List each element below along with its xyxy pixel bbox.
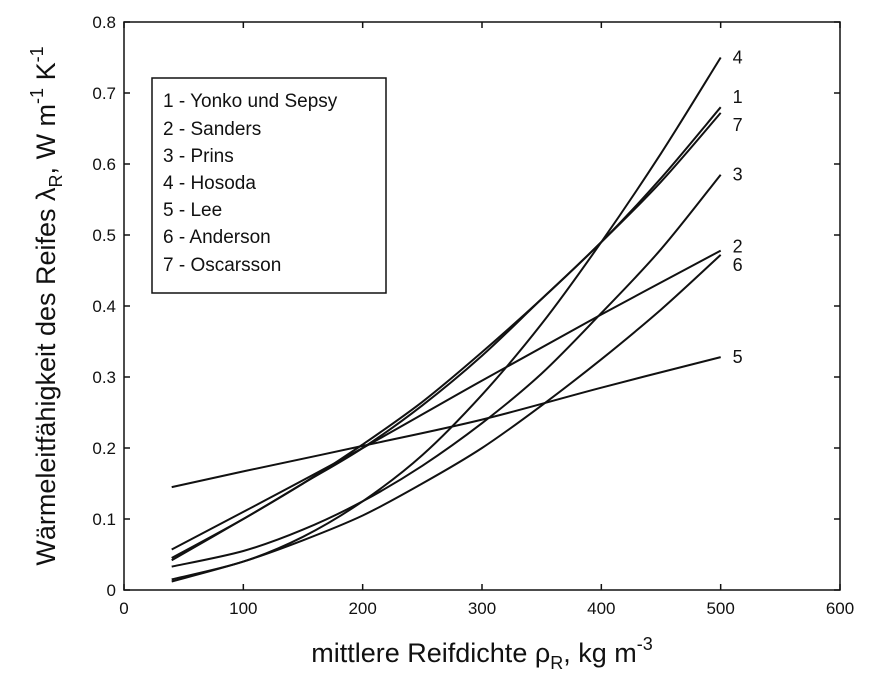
legend-entry-6: 6 - Anderson [163,227,271,248]
x-tick-label: 500 [706,599,734,618]
curves [171,56,722,583]
series-end-label-1: 1 [733,87,743,107]
y-tick-label: 0 [107,581,116,600]
series-end-label-4: 4 [733,48,743,68]
y-tick-label: 0.3 [92,368,116,387]
x-tick-label: 400 [587,599,615,618]
series-line-6 [171,254,722,583]
y-tick-label: 0.2 [92,439,116,458]
x-axis-title: mittlere Reifdichte ρR, kg m-3 [311,634,652,673]
y-tick-label: 0.6 [92,155,116,174]
legend-entry-3: 3 - Prins [163,146,234,167]
series-end-label-2: 2 [733,237,743,257]
legend-entry-7: 7 - Oscarsson [163,255,281,276]
series-end-label-3: 3 [733,165,743,185]
series-line-2 [171,249,722,551]
legend-entry-4: 4 - Hosoda [163,173,256,194]
series-line-7 [171,112,722,562]
x-tick-label: 0 [119,599,128,618]
x-tick-label: 600 [826,599,854,618]
x-tick-label: 200 [348,599,376,618]
y-tick-label: 0.4 [92,297,116,316]
legend-box [151,77,387,294]
axis-ticks: 0 100 200 300 400 500 600 0 0.1 0.2 0.3 0.4 0.5 0.6 0.… [92,13,854,618]
legend-entry-2: 2 - Sanders [163,119,261,140]
curve-end-labels: 1 2 3 4 5 6 7 [733,48,743,368]
legend-entry-1: 1 - Yonko und Sepsy [163,91,338,112]
legend-entry-5: 5 - Lee [163,200,222,221]
series-line-5 [171,356,721,489]
y-tick-label: 0.5 [92,226,116,245]
x-tick-label: 100 [229,599,257,618]
x-tick-label: 300 [468,599,496,618]
series-line-3 [171,174,722,568]
legend: 1 - Yonko und Sepsy 2 - Sanders 3 - Prin… [151,77,387,294]
y-tick-label: 0.1 [92,510,116,529]
series-end-label-7: 7 [733,115,743,135]
y-tick-label: 0.8 [92,13,116,32]
series-line-4 [171,56,722,581]
series-end-label-6: 6 [733,255,743,275]
y-axis-title: Wärmeleitfähigkeit des Reifes λR, W m-1 … [27,46,66,565]
series-end-label-5: 5 [733,347,743,367]
y-tick-label: 0.7 [92,84,116,103]
